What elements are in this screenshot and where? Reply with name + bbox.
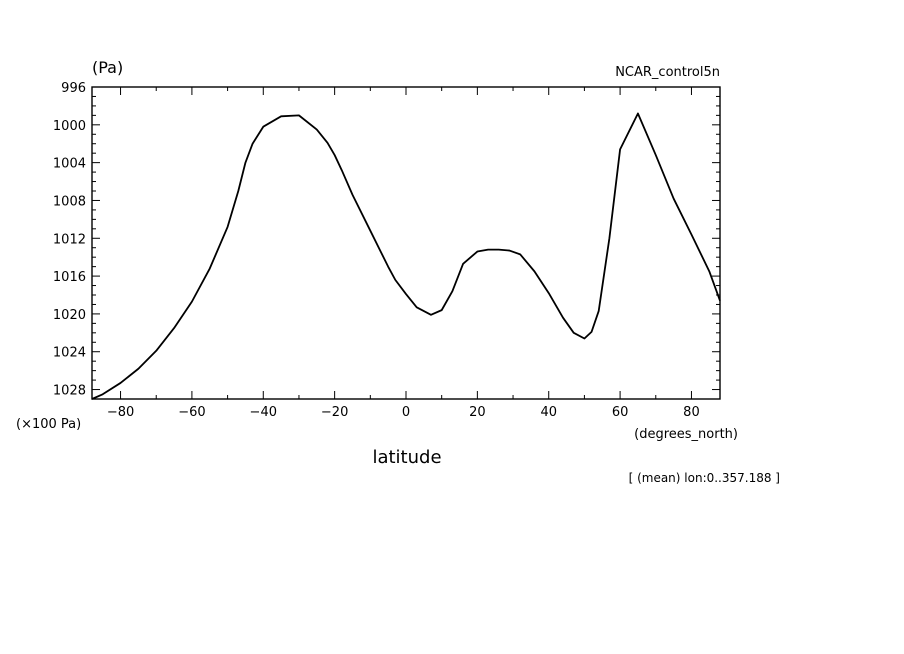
y-unit-bottom-label: (×100 Pa) <box>16 417 81 432</box>
y-tick-label: 1004 <box>53 157 86 172</box>
y-tick-label: 1024 <box>53 346 86 361</box>
y-tick-label: 1016 <box>53 270 86 285</box>
series-line <box>91 112 721 400</box>
x-unit-label: (degrees_north) <box>634 427 738 442</box>
y-tick-label: 1008 <box>53 194 86 209</box>
y-tick-label: 1000 <box>53 119 86 134</box>
y-unit-top-label: (Pa) <box>92 58 123 77</box>
y-tick-label: 1028 <box>53 384 86 399</box>
y-tick-label: 1012 <box>53 232 86 247</box>
x-tick-label: −80 <box>107 405 134 420</box>
x-tick-label: 20 <box>469 405 486 420</box>
x-tick-label: 80 <box>683 405 700 420</box>
x-tick-label: −20 <box>321 405 348 420</box>
y-tick-label: 996 <box>61 81 86 96</box>
x-tick-label: 40 <box>540 405 557 420</box>
chart-title: NCAR_control5n <box>615 65 720 80</box>
x-tick-label: −40 <box>250 405 277 420</box>
x-axis-title: latitude <box>372 447 441 468</box>
region-note: [ (mean) lon:0..357.188 ] <box>629 471 780 485</box>
x-tick-label: 60 <box>612 405 629 420</box>
x-tick-label: 0 <box>402 405 410 420</box>
x-tick-label: −60 <box>178 405 205 420</box>
y-tick-label: 1020 <box>53 308 86 323</box>
